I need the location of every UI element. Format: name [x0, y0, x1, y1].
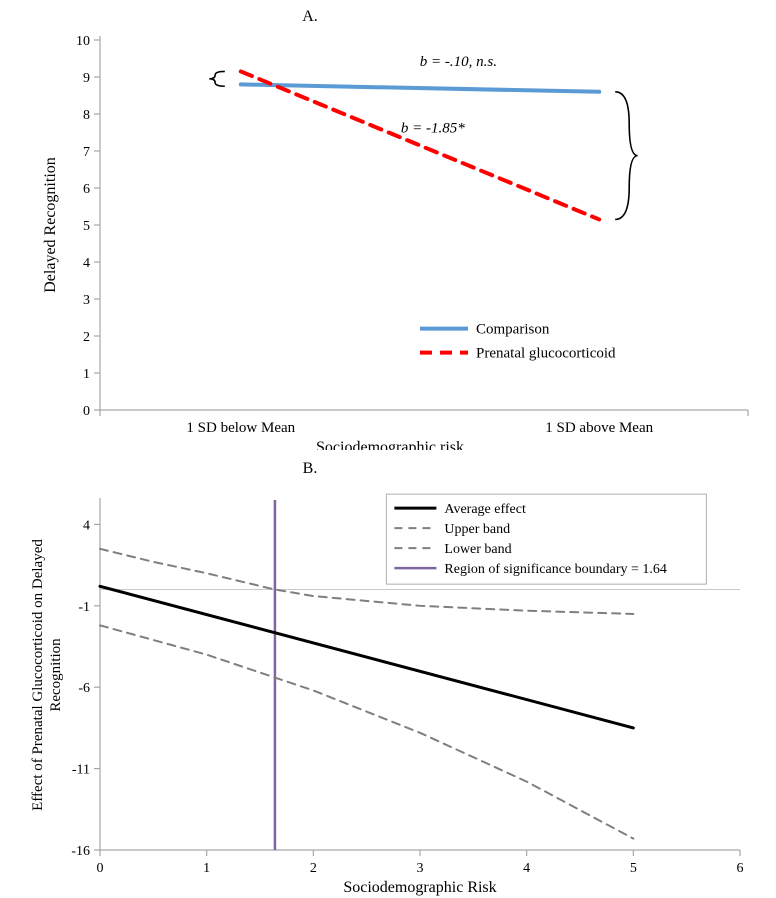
panel-b-ytitle: Effect of Prenatal Glucocorticoid on Del… — [30, 539, 46, 811]
panel-b-ytitle: Recognition — [48, 638, 64, 712]
panel-a-annotation: b = -.10, n.s. — [420, 54, 497, 70]
panel-b-series-average-effect — [100, 586, 633, 728]
panel-b-xtick: 2 — [310, 861, 317, 876]
panel-a-series-prenatal — [241, 71, 599, 219]
panel-b-ytick: -11 — [72, 763, 90, 778]
panel-a-ytick: 2 — [83, 330, 90, 345]
panel-a-xcat: 1 SD below Mean — [186, 420, 295, 436]
legend-label: Region of significance boundary = 1.64 — [444, 562, 667, 577]
panel-b-xtick: 0 — [97, 861, 104, 876]
panel-a-ytick: 0 — [83, 404, 90, 419]
panel-a-ytitle: Delayed Recognition — [42, 157, 59, 293]
panel-b-ytick: -1 — [78, 600, 90, 615]
panel-b-chart: 0 1 2 3 4 5 6 Sociodemographic Risk -16 -11 -6 -1 4 E… — [0, 450, 776, 898]
panel-a-ytick: 10 — [76, 34, 90, 49]
panel-a-ytick: 4 — [83, 256, 90, 271]
panel-a-brace — [615, 92, 637, 220]
panel-a-brace — [209, 71, 225, 86]
panel-b-xtick: 5 — [630, 861, 637, 876]
panel-a-xtitle: Sociodemographic risk — [316, 439, 464, 450]
panel-a-ytick: 7 — [83, 145, 90, 160]
panel-a-ytick: 5 — [83, 219, 90, 234]
panel-b-ytick: 4 — [83, 518, 90, 533]
panel-a-ytick: 9 — [83, 71, 90, 86]
panel-a-series-comparison — [241, 84, 599, 91]
legend-label: Upper band — [444, 522, 510, 537]
legend-label: Comparison — [476, 322, 550, 338]
figure-container: A. 0123456789101 SD below Mean1 SD above… — [0, 0, 776, 898]
panel-b-ytick: -16 — [71, 844, 90, 859]
panel-a-annotation: b = -1.85* — [401, 121, 465, 137]
panel-a-chart: 0 1 2 3 4 5 6 7 8 9 10 1 SD below Mean 1 SD above Me… — [0, 0, 776, 450]
panel-a-xcat: 1 SD above Mean — [545, 420, 653, 436]
legend-label: Lower band — [444, 542, 511, 557]
panel-b-xtick: 3 — [417, 861, 424, 876]
panel-b-ytick: -6 — [78, 681, 90, 696]
panel-a-ytick: 8 — [83, 108, 90, 123]
panel-b-xtick: 4 — [523, 861, 530, 876]
panel-b-xtick: 6 — [737, 861, 744, 876]
panel-a-ytick: 6 — [83, 182, 90, 197]
panel-a-ytick: 1 — [83, 367, 90, 382]
panel-b-xtick: 1 — [203, 861, 210, 876]
legend-label: Prenatal glucocorticoid — [476, 346, 616, 362]
panel-b-xtitle: Sociodemographic Risk — [343, 879, 496, 896]
legend-label: Average effect — [444, 502, 526, 517]
panel-a-ytick: 3 — [83, 293, 90, 308]
